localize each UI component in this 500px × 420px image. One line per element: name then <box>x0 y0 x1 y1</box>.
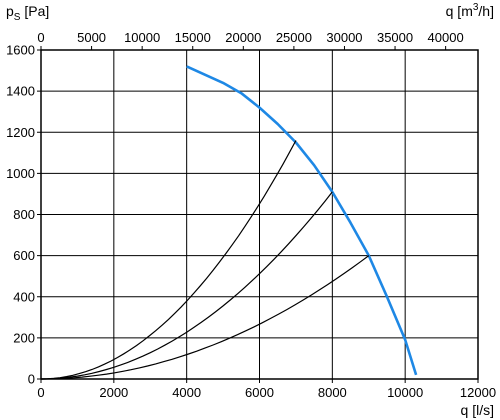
y-tick-label: 1000 <box>6 166 35 181</box>
x-bottom-tick-label: 4000 <box>172 385 201 400</box>
x-bottom-tick-label: 10000 <box>387 385 423 400</box>
y-tick-label: 400 <box>13 289 35 304</box>
y-tick-label: 600 <box>13 248 35 263</box>
x-top-tick-label: 10000 <box>124 30 160 45</box>
x-axis-bottom-ticks: 0 2000 4000 6000 8000 10000 12000 <box>37 379 496 400</box>
x-top-tick-label: 20000 <box>225 30 261 45</box>
x-top-tick-label: 25000 <box>276 30 312 45</box>
x-bottom-tick-label: 0 <box>37 385 44 400</box>
x-axis-top-label: q [m3/h] <box>446 2 494 19</box>
y-tick-label: 1200 <box>6 125 35 140</box>
x-top-tick-label: 0 <box>37 30 44 45</box>
x-axis-bottom-label: q [l/s] <box>461 402 494 418</box>
x-top-tick-label: 35000 <box>377 30 413 45</box>
x-bottom-tick-label: 2000 <box>99 385 128 400</box>
y-tick-label: 800 <box>13 207 35 222</box>
x-top-tick-label: 5000 <box>77 30 106 45</box>
x-top-tick-label: 40000 <box>428 30 464 45</box>
grid <box>40 49 479 380</box>
fan-curve-line <box>186 65 418 376</box>
x-top-tick-label: 15000 <box>175 30 211 45</box>
system-curve-line <box>40 255 370 380</box>
y-tick-label: 1600 <box>6 43 35 58</box>
x-axis-top-ticks: 0 5000 10000 15000 20000 25000 30000 35000 40000 <box>37 30 464 50</box>
x-top-tick-label: 30000 <box>326 30 362 45</box>
y-tick-label: 0 <box>28 372 35 387</box>
system-curve-line <box>40 191 333 380</box>
y-axis-label: pS [Pa] <box>6 3 49 23</box>
y-tick-label: 1400 <box>6 84 35 99</box>
curves <box>40 65 418 380</box>
x-bottom-tick-label: 6000 <box>245 385 274 400</box>
x-bottom-tick-label: 8000 <box>318 385 347 400</box>
y-axis-ticks: 0 200 400 600 800 1000 1200 1400 1600 <box>6 43 41 387</box>
x-bottom-tick-label: 12000 <box>460 385 496 400</box>
y-tick-label: 200 <box>13 330 35 345</box>
system-curve-line <box>40 140 297 380</box>
